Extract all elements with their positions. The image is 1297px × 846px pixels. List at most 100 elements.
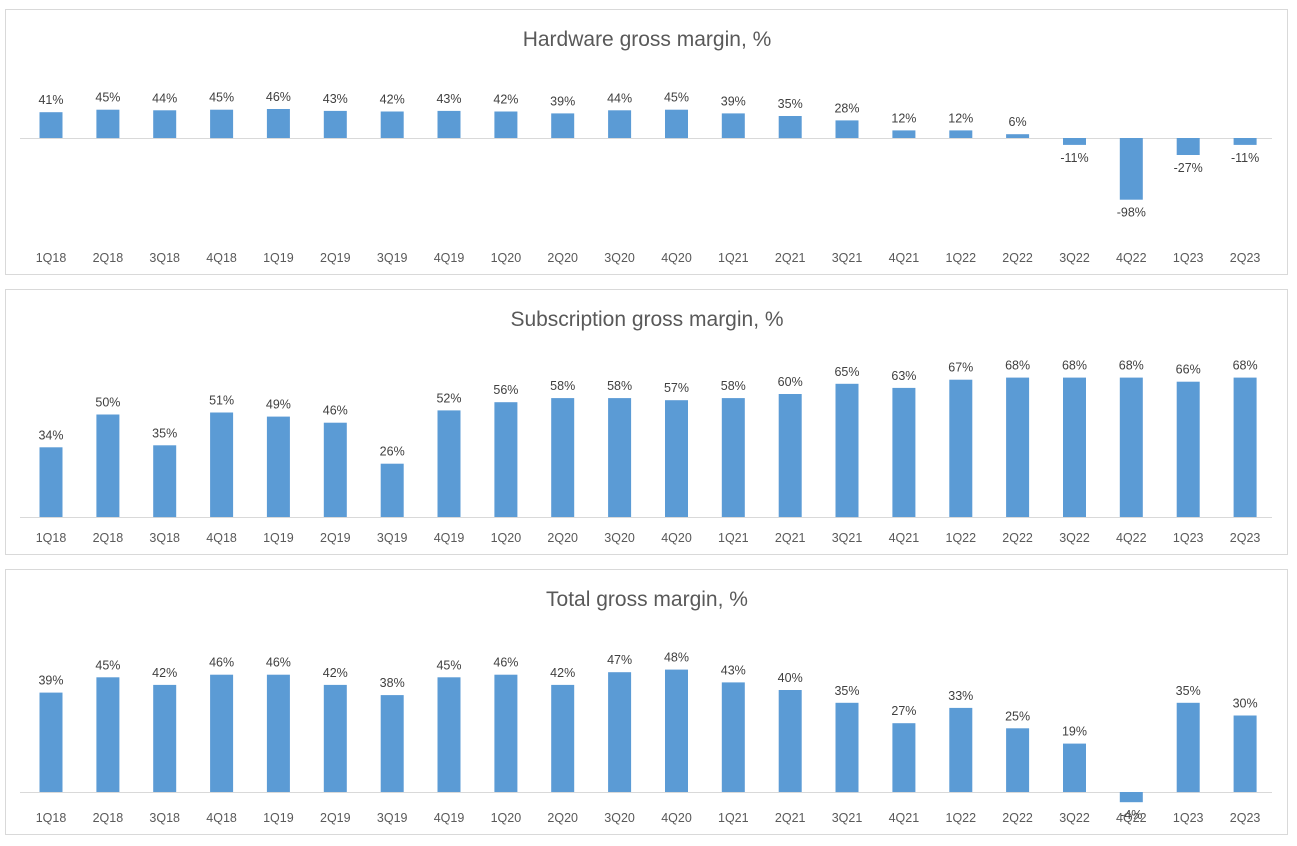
total-bar-4Q21: [892, 723, 916, 792]
hardware-value-label: 43%: [436, 92, 461, 106]
total-bar-2Q19: [323, 684, 347, 792]
hardware-margin-chart-panel: Hardware gross margin, % 41% 1Q18 45% 2Q18 44…: [5, 9, 1288, 275]
hardware-bar-2Q22: [1006, 134, 1030, 138]
hardware-bar-2Q20: [551, 113, 575, 138]
subscription-category-label: 3Q21: [832, 531, 863, 545]
hardware-value-label: 45%: [95, 91, 120, 105]
total-bar-1Q21: [721, 682, 745, 792]
total-category-label: 2Q19: [320, 811, 351, 825]
subscription-bar-2Q19: [323, 422, 347, 517]
hardware-value-label: 43%: [323, 92, 348, 106]
hardware-category-label: 3Q19: [377, 251, 408, 265]
subscription-bar-2Q23: [1233, 377, 1257, 517]
hardware-bar-1Q20: [494, 111, 518, 138]
total-bar-3Q21: [835, 702, 859, 793]
hardware-value-label: 12%: [948, 111, 973, 125]
hardware-bar-4Q22: [1119, 138, 1143, 200]
subscription-value-label: 49%: [266, 398, 291, 412]
subscription-value-label: 65%: [834, 365, 859, 379]
subscription-bar-1Q20: [494, 402, 518, 517]
total-bar-4Q19: [437, 677, 461, 792]
hardware-bar-1Q23: [1176, 138, 1200, 155]
subscription-category-label: 4Q19: [434, 531, 465, 545]
hardware-chart-title: Hardware gross margin, %: [523, 28, 772, 51]
subscription-bar-4Q19: [437, 410, 461, 517]
hardware-value-label: 46%: [266, 90, 291, 104]
total-category-label: 4Q18: [206, 811, 237, 825]
hardware-margin-chart: Hardware gross margin, % 41% 1Q18 45% 2Q18 44…: [20, 28, 1272, 265]
total-value-label: 35%: [1176, 684, 1201, 698]
total-category-label: 3Q22: [1059, 811, 1090, 825]
total-value-label: 42%: [550, 666, 575, 680]
subscription-bar-3Q18: [153, 445, 177, 518]
hardware-value-label: 41%: [38, 93, 63, 107]
hardware-bar-2Q19: [323, 110, 347, 138]
subscription-category-label: 2Q18: [93, 531, 124, 545]
subscription-margin-chart: Subscription gross margin, % 34% 1Q18 50% 2Q…: [20, 308, 1272, 545]
total-bar-1Q23: [1176, 702, 1200, 793]
hardware-bar-4Q19: [437, 110, 461, 138]
total-bar-1Q18: [39, 692, 63, 792]
total-category-label: 1Q22: [946, 811, 977, 825]
subscription-value-label: 26%: [380, 445, 405, 459]
hardware-category-label: 2Q20: [547, 251, 578, 265]
total-value-label: 19%: [1062, 725, 1087, 739]
hardware-value-label: 12%: [891, 111, 916, 125]
total-category-label: 2Q22: [1002, 811, 1033, 825]
hardware-category-label: 2Q18: [93, 251, 124, 265]
total-category-label: 3Q18: [149, 811, 180, 825]
hardware-category-label: 1Q20: [491, 251, 522, 265]
hardware-value-label: 39%: [721, 94, 746, 108]
subscription-category-label: 4Q18: [206, 531, 237, 545]
subscription-margin-chart-panel: Subscription gross margin, % 34% 1Q18 50% 2Q…: [5, 289, 1288, 555]
subscription-value-label: 56%: [493, 383, 518, 397]
total-value-label: 46%: [266, 656, 291, 670]
total-value-label: 47%: [607, 653, 632, 667]
total-bar-2Q21: [778, 690, 802, 792]
hardware-bar-2Q18: [96, 109, 120, 139]
total-category-label: 1Q21: [718, 811, 749, 825]
hardware-category-label: 3Q18: [149, 251, 180, 265]
total-category-label: 3Q20: [604, 811, 635, 825]
subscription-value-label: 68%: [1005, 359, 1030, 373]
subscription-category-label: 3Q22: [1059, 531, 1090, 545]
total-category-label: 1Q19: [263, 811, 294, 825]
total-category-label: 1Q23: [1173, 811, 1204, 825]
total-margin-chart-panel: Total gross margin, % 39% 1Q18 45% 2Q18 42% 3Q…: [5, 569, 1288, 835]
total-category-label: 2Q18: [93, 811, 124, 825]
subscription-value-label: 58%: [607, 379, 632, 393]
subscription-category-label: 4Q20: [661, 531, 692, 545]
total-bar-2Q20: [551, 684, 575, 792]
hardware-value-label: 42%: [380, 93, 405, 107]
hardware-bar-1Q19: [266, 109, 290, 138]
hardware-category-label: 2Q22: [1002, 251, 1033, 265]
total-bar-4Q22: [1119, 792, 1143, 803]
total-bar-4Q18: [210, 674, 234, 792]
hardware-bar-2Q21: [778, 116, 802, 139]
total-category-label: 4Q19: [434, 811, 465, 825]
hardware-value-label: -27%: [1174, 161, 1203, 175]
subscription-category-label: 2Q21: [775, 531, 806, 545]
total-category-label: 3Q21: [832, 811, 863, 825]
hardware-value-label: 45%: [664, 91, 689, 105]
subscription-value-label: 50%: [95, 396, 120, 410]
hardware-category-label: 4Q19: [434, 251, 465, 265]
subscription-category-label: 1Q22: [946, 531, 977, 545]
hardware-value-label: -11%: [1060, 151, 1088, 165]
subscription-value-label: 68%: [1062, 359, 1087, 373]
hardware-category-label: 3Q22: [1059, 251, 1090, 265]
subscription-bar-1Q22: [949, 379, 973, 517]
subscription-value-label: 68%: [1233, 359, 1258, 373]
total-bar-1Q22: [949, 707, 973, 792]
subscription-value-label: 60%: [778, 375, 803, 389]
subscription-category-label: 1Q18: [36, 531, 67, 545]
hardware-bar-4Q21: [892, 130, 916, 138]
subscription-value-label: 67%: [948, 361, 973, 375]
hardware-value-label: 28%: [834, 101, 859, 115]
total-bar-2Q22: [1006, 728, 1030, 792]
total-bar-1Q19: [266, 674, 290, 792]
subscription-bar-1Q19: [266, 416, 290, 517]
subscription-bar-1Q21: [721, 398, 745, 517]
subscription-bar-3Q22: [1063, 377, 1086, 517]
total-bar-2Q23: [1233, 715, 1257, 792]
